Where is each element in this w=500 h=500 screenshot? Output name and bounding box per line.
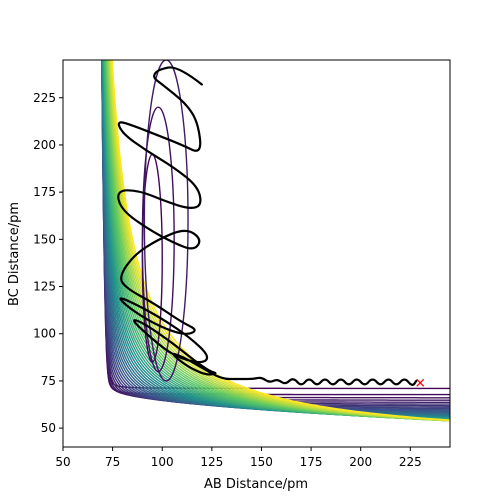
y-axis-label: BC Distance/pm bbox=[7, 202, 22, 306]
x-axis-label: AB Distance/pm bbox=[204, 477, 308, 492]
x-axis-ticks: 50 75 100 125 150 175 200 225 bbox=[55, 447, 422, 469]
y-tick-label: 50 bbox=[41, 421, 56, 435]
y-tick-label: 150 bbox=[33, 232, 56, 246]
y-tick-label: 225 bbox=[33, 91, 56, 105]
y-tick-label: 175 bbox=[33, 185, 56, 199]
x-tick-label: 50 bbox=[55, 455, 70, 469]
x-tick-label: 225 bbox=[399, 455, 422, 469]
x-tick-label: 75 bbox=[105, 455, 120, 469]
trajectory-end-marker bbox=[416, 378, 425, 387]
y-tick-label: 100 bbox=[33, 327, 56, 341]
y-tick-label: 200 bbox=[33, 138, 56, 152]
x-tick-label: 200 bbox=[349, 455, 372, 469]
trajectory-layer bbox=[117, 66, 425, 387]
x-tick-label: 150 bbox=[250, 455, 273, 469]
plot-frame bbox=[62, 59, 451, 448]
x-tick-label: 100 bbox=[151, 455, 174, 469]
x-tick-label: 125 bbox=[200, 455, 223, 469]
y-axis-ticks: 50 75 100 125 150 175 200 225 bbox=[33, 91, 63, 435]
y-tick-label: 75 bbox=[41, 374, 56, 388]
x-tick-label: 175 bbox=[300, 455, 323, 469]
y-tick-label: 125 bbox=[33, 280, 56, 294]
contour-line bbox=[143, 60, 189, 382]
trajectory-path bbox=[117, 66, 418, 386]
